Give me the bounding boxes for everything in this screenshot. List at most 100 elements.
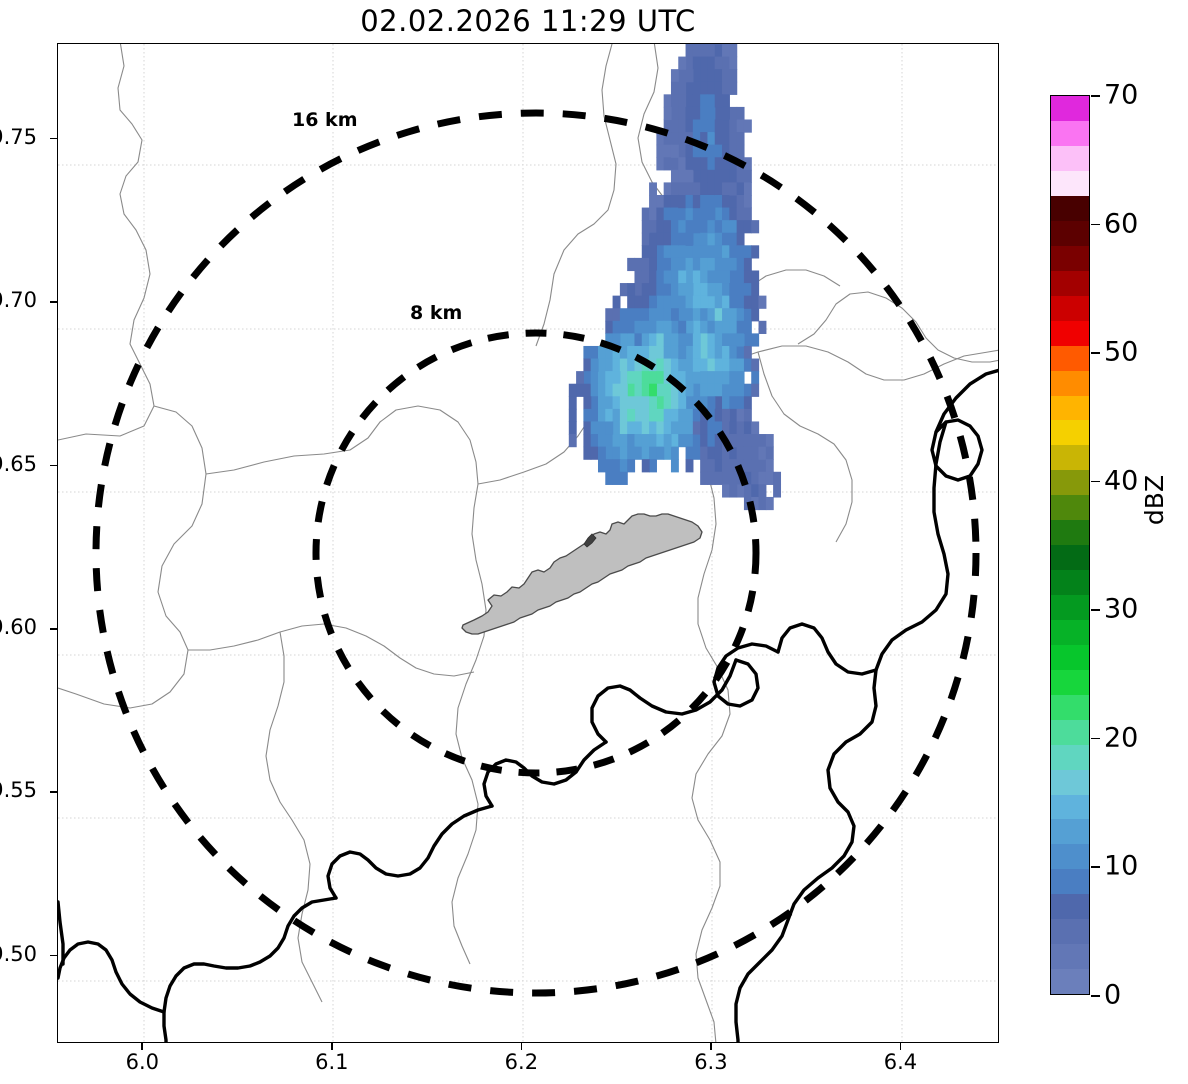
radar-echo-cell — [641, 446, 650, 460]
radar-echo-cell — [627, 333, 636, 347]
radar-echo-cell — [751, 459, 760, 473]
radar-echo-cell — [707, 270, 716, 284]
colorbar-segment — [1051, 844, 1089, 870]
radar-echo-cell — [707, 459, 716, 473]
radar-echo-cell — [656, 408, 665, 423]
radar-echo-cell — [619, 383, 628, 397]
radar-echo-cell — [649, 245, 657, 259]
x-tick-label: 6.4 — [883, 1050, 918, 1074]
radar-echo-cell — [619, 320, 628, 334]
radar-echo-cell — [700, 308, 709, 322]
radar-map-plot[interactable]: 16 km 8 km — [57, 43, 999, 1043]
radar-echo-cell — [773, 471, 782, 485]
y-tick-mark — [50, 464, 57, 467]
radar-echo-cell — [670, 157, 679, 171]
radar-echo-cell — [649, 434, 657, 448]
x-tick-mark — [141, 1043, 144, 1050]
radar-echo-cell — [670, 119, 679, 133]
radar-echo-cell — [729, 371, 738, 385]
radar-echo-cell — [751, 421, 760, 435]
radar-echo-cell — [758, 295, 767, 309]
colorbar[interactable] — [1050, 95, 1090, 995]
radar-echo-cell — [758, 471, 767, 485]
radar-echo-cell — [729, 182, 738, 196]
radar-echo-cell — [627, 396, 636, 410]
radar-echo-cell — [692, 358, 701, 372]
colorbar-segment — [1051, 420, 1089, 446]
radar-echo-cell — [685, 220, 694, 234]
radar-echo-cell — [765, 434, 774, 448]
radar-echo-cell — [678, 371, 687, 385]
radar-echo-cell — [663, 320, 672, 334]
radar-echo-cell — [576, 383, 584, 397]
radar-echo-cell — [670, 257, 679, 272]
radar-echo-cell — [758, 446, 767, 460]
radar-echo-cell — [634, 320, 643, 334]
radar-echo-cell — [736, 106, 745, 121]
radar-echo-cell — [722, 295, 730, 309]
radar-echo-cell — [670, 144, 679, 158]
radar-echo-cell — [670, 94, 679, 108]
y-tick-mark — [50, 137, 57, 140]
radar-echo-cell — [627, 358, 636, 372]
radar-echo-cell — [656, 232, 665, 246]
radar-echo-cell — [605, 333, 614, 347]
radar-echo-cell — [649, 232, 657, 246]
radar-echo-cell — [722, 69, 730, 83]
radar-echo-cell — [576, 371, 584, 385]
radar-echo-cell — [597, 358, 606, 372]
radar-echo-cell — [751, 220, 760, 234]
radar-echo-cell — [619, 421, 628, 435]
radar-echo-cell — [743, 119, 752, 133]
radar-echo-cell — [714, 345, 723, 360]
radar-echo-cell — [678, 157, 687, 171]
radar-echo-cell — [678, 182, 687, 196]
radar-echo-cell — [707, 295, 716, 309]
radar-echo-cell — [663, 270, 672, 284]
radar-echo-cell — [743, 434, 752, 448]
radar-echo-cell — [685, 358, 694, 372]
radar-echo-cell — [692, 132, 701, 146]
radar-echo-cell — [722, 270, 730, 284]
radar-echo-cell — [678, 207, 687, 221]
radar-echo-cell — [663, 295, 672, 309]
radar-echo-cell — [670, 408, 679, 423]
x-tick-mark — [710, 1043, 712, 1050]
radar-echo-cell — [619, 371, 628, 385]
radar-echo-cell — [590, 371, 599, 385]
radar-echo-cell — [612, 459, 621, 473]
radar-echo-cell — [751, 358, 760, 372]
radar-echo-cell — [605, 358, 614, 372]
radar-echo-cell — [707, 383, 716, 397]
radar-echo-cell — [692, 144, 701, 158]
country-border — [58, 368, 998, 1042]
radar-echo-cell — [700, 220, 709, 234]
radar-echo-cell — [583, 421, 592, 435]
radar-echo-cell — [722, 220, 730, 234]
radar-echo-cell — [568, 408, 577, 423]
radar-echo-cell — [670, 308, 679, 322]
radar-echo-cell — [692, 333, 701, 347]
radar-echo-cell — [714, 295, 723, 309]
radar-echo-cell — [656, 383, 665, 397]
radar-echo-cell — [773, 484, 782, 498]
radar-echo-cell — [707, 232, 716, 246]
radar-echo-cell — [656, 270, 665, 284]
radar-echo-cell — [692, 182, 701, 196]
radar-echo-cell — [649, 446, 657, 460]
radar-echo-cell — [736, 358, 745, 372]
radar-echo-cell — [722, 44, 730, 45]
radar-echo-cell — [714, 94, 723, 108]
radar-echo-cell — [707, 358, 716, 372]
radar-echo-cell — [590, 408, 599, 423]
radar-echo-cell — [714, 396, 723, 410]
radar-echo-cell — [707, 182, 716, 196]
radar-echo-cell — [670, 232, 679, 246]
radar-echo-cell — [670, 106, 679, 121]
radar-echo-cell — [700, 459, 709, 473]
radar-echo-cell — [663, 308, 672, 322]
radar-echo-cell — [612, 345, 621, 360]
radar-echo-cell — [678, 333, 687, 347]
radar-echo-cell — [678, 220, 687, 234]
radar-echo-cell — [612, 295, 621, 309]
